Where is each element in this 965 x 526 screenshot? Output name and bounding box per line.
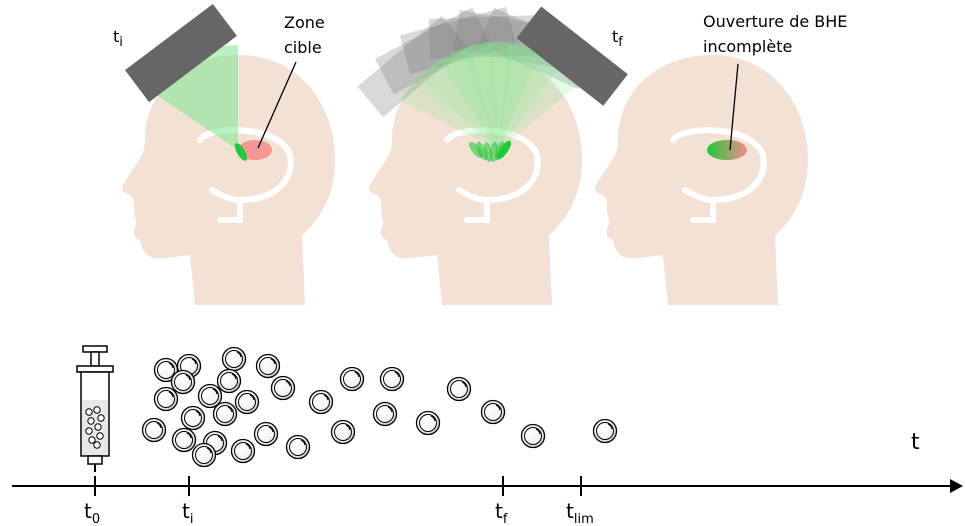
bbb-label-line1: Ouverture de BHE bbox=[703, 12, 847, 31]
microbubble-icon bbox=[180, 405, 206, 431]
panel2-time-label: tf bbox=[612, 27, 623, 50]
panel1-time-label: ti bbox=[113, 27, 123, 50]
bbb-label-line2: incomplète bbox=[703, 37, 792, 56]
time-axis-arrowhead bbox=[950, 479, 963, 493]
timeline: t0 ti tf tlim t bbox=[12, 430, 963, 526]
head-panel-sweep: tf bbox=[357, 6, 628, 305]
syringe-bubbles bbox=[85, 406, 105, 449]
microbubble-icon bbox=[255, 353, 281, 379]
microbubble-icon bbox=[253, 421, 279, 447]
microbubble-icon bbox=[415, 410, 441, 436]
tick-label-tf: tf bbox=[495, 499, 508, 526]
microbubble-icon bbox=[216, 368, 242, 394]
focal-spot bbox=[234, 143, 248, 161]
microbubble-icon bbox=[191, 442, 217, 468]
microbubble-cloud bbox=[141, 346, 618, 468]
microbubble-icon bbox=[285, 434, 311, 460]
microbubble-icon bbox=[170, 369, 196, 395]
ultrasound-transducer-icon bbox=[516, 6, 628, 106]
target-zone-label-line1: Zone bbox=[284, 13, 325, 32]
microbubble-icon bbox=[520, 423, 546, 449]
microbubble-icon bbox=[592, 418, 618, 444]
head-silhouette bbox=[594, 55, 808, 305]
time-axis-label: t bbox=[911, 430, 920, 455]
microbubble-icon bbox=[230, 438, 256, 464]
tick-label-tlim: tlim bbox=[566, 499, 594, 526]
tick-label-t0: t0 bbox=[84, 499, 100, 526]
bbb-pointer bbox=[729, 63, 739, 151]
target-pointer bbox=[257, 61, 297, 149]
incomplete-bbb-opening bbox=[707, 140, 747, 160]
head-panel-initial: ti Zone cible bbox=[113, 3, 335, 305]
microbubble-icon bbox=[330, 419, 356, 445]
ultrasound-transducer-icon bbox=[125, 3, 237, 103]
syringe-icon bbox=[76, 345, 114, 472]
microbubble-icon bbox=[446, 376, 472, 402]
microbubble-icon bbox=[372, 401, 398, 427]
microbubble-icon bbox=[308, 389, 334, 415]
microbubble-icon bbox=[153, 386, 179, 412]
microbubble-icon bbox=[221, 346, 247, 372]
microbubble-icon bbox=[234, 389, 260, 415]
microbubble-icon bbox=[212, 401, 238, 427]
tick-label-ti: ti bbox=[182, 499, 193, 526]
target-zone-label-line2: cible bbox=[284, 38, 322, 57]
head-panel-result: Ouverture de BHE incomplète bbox=[594, 12, 847, 305]
microbubble-icon bbox=[270, 375, 296, 401]
microbubble-icon bbox=[171, 427, 197, 453]
head-silhouette bbox=[368, 55, 582, 305]
microbubble-icon bbox=[379, 366, 405, 392]
microbubble-icon bbox=[141, 417, 167, 443]
microbubble-icon bbox=[480, 399, 506, 425]
microbubble-icon bbox=[339, 366, 365, 392]
focal-spot bbox=[496, 140, 512, 160]
